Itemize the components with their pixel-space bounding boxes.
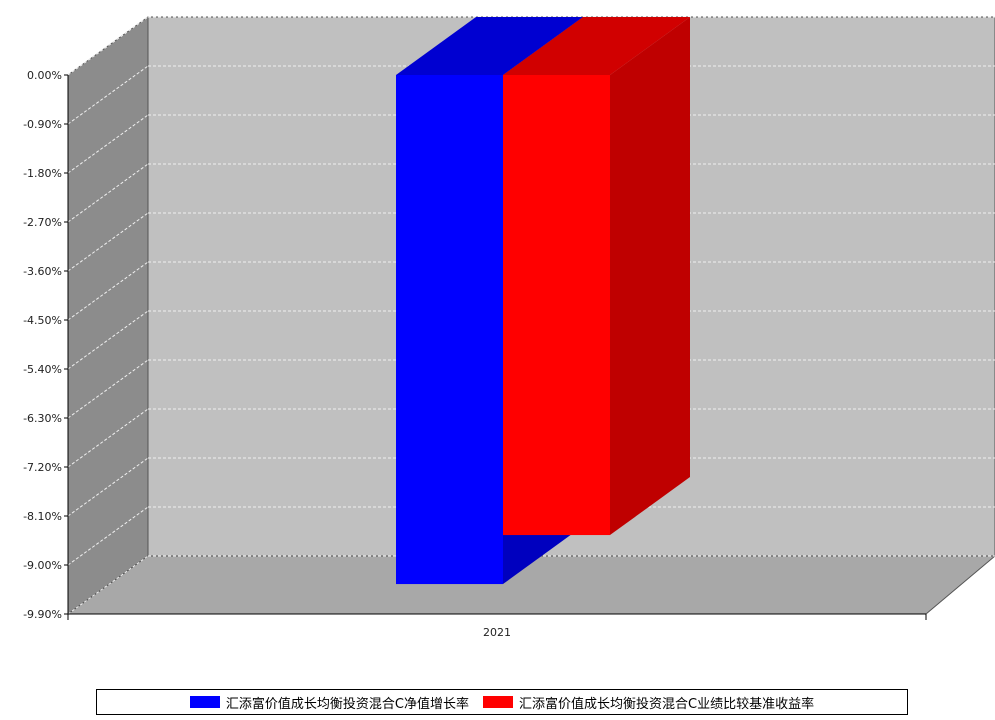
- gridlines: [67, 16, 995, 615]
- floor: [66, 555, 995, 615]
- left-wall: [67, 16, 149, 615]
- bar-top: [396, 17, 583, 75]
- y-tick-label: -9.90%: [23, 608, 62, 621]
- gridline-diagonal: [67, 65, 149, 125]
- bar-front: [396, 75, 503, 585]
- y-tick-label: -3.60%: [23, 265, 62, 278]
- gridline-diagonal: [67, 310, 149, 370]
- y-axis: 0.00% -0.90% -1.80% -2.70% -3.60% -4.50% -5.40…: [23, 69, 69, 621]
- gridline-diagonal: [67, 212, 149, 272]
- gridline-diagonal: [67, 114, 149, 174]
- gridline-diagonal: [67, 261, 149, 321]
- legend-item-series-2: 汇添富价值成长均衡投资混合C业绩比较基准收益率: [483, 693, 814, 712]
- bar-side: [610, 17, 690, 536]
- legend-item-series-1: 汇添富价值成长均衡投资混合C净值增长率: [189, 693, 469, 712]
- legend-label-series-2: 汇添富价值成长均衡投资混合C业绩比较基准收益率: [519, 696, 815, 712]
- bar-front: [503, 75, 610, 536]
- y-tick-label: -9.00%: [23, 559, 62, 572]
- legend-swatch-series-2: [483, 696, 513, 708]
- y-tick-label: -2.70%: [23, 216, 62, 229]
- gridline-diagonal: [67, 457, 149, 517]
- y-tick-label: -0.90%: [23, 118, 62, 131]
- y-tick-label: -7.20%: [23, 461, 62, 474]
- x-tick-label: 2021: [483, 626, 511, 639]
- gridline-diagonal: [67, 408, 149, 468]
- bar-top: [503, 17, 690, 75]
- gridline-diagonal: [67, 163, 149, 223]
- y-tick-label: -8.10%: [23, 510, 62, 523]
- y-tick-label: -1.80%: [23, 167, 62, 180]
- y-tick-label: -5.40%: [23, 363, 62, 376]
- x-axis: 2021: [67, 613, 927, 639]
- gridline-diagonal: [67, 555, 149, 615]
- gridline-diagonal: [67, 16, 149, 76]
- bars: [396, 17, 690, 585]
- gridline-diagonal: [67, 506, 149, 566]
- y-tick-label: -4.50%: [23, 314, 62, 327]
- gridline-diagonal: [67, 359, 149, 419]
- legend-swatch-series-1: [189, 696, 220, 708]
- y-tick-label: -6.30%: [23, 412, 62, 425]
- legend: 汇添富价值成长均衡投资混合C净值增长率 汇添富价值成长均衡投资混合C业绩比较基准…: [96, 689, 908, 715]
- y-tick-label: 0.00%: [27, 69, 62, 82]
- legend-label-series-1: 汇添富价值成长均衡投资混合C净值增长率: [225, 696, 469, 712]
- bar-series-2: [503, 17, 690, 536]
